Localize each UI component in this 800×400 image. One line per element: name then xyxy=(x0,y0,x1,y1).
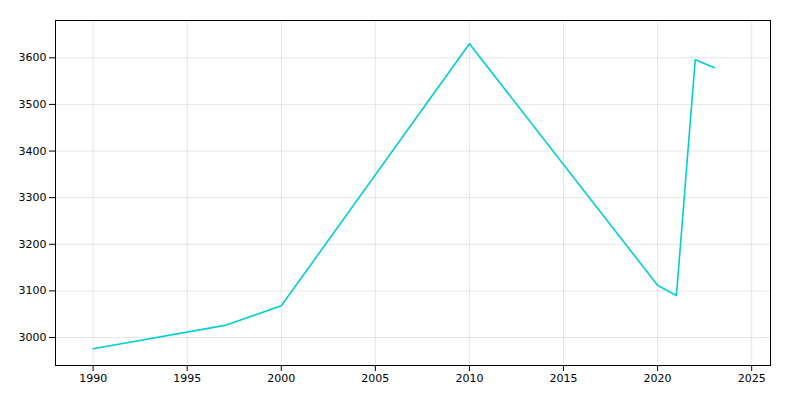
svg-text:3400: 3400 xyxy=(19,145,47,158)
svg-text:3200: 3200 xyxy=(19,238,47,251)
svg-text:2005: 2005 xyxy=(361,372,389,385)
svg-text:2025: 2025 xyxy=(738,372,766,385)
svg-text:2010: 2010 xyxy=(455,372,483,385)
svg-text:3500: 3500 xyxy=(19,98,47,111)
svg-text:2020: 2020 xyxy=(644,372,672,385)
svg-text:3600: 3600 xyxy=(19,51,47,64)
svg-text:1995: 1995 xyxy=(173,372,201,385)
svg-text:3000: 3000 xyxy=(19,331,47,344)
svg-text:2000: 2000 xyxy=(267,372,295,385)
svg-text:2015: 2015 xyxy=(550,372,578,385)
svg-text:1990: 1990 xyxy=(79,372,107,385)
svg-text:3300: 3300 xyxy=(19,191,47,204)
svg-text:3100: 3100 xyxy=(19,284,47,297)
